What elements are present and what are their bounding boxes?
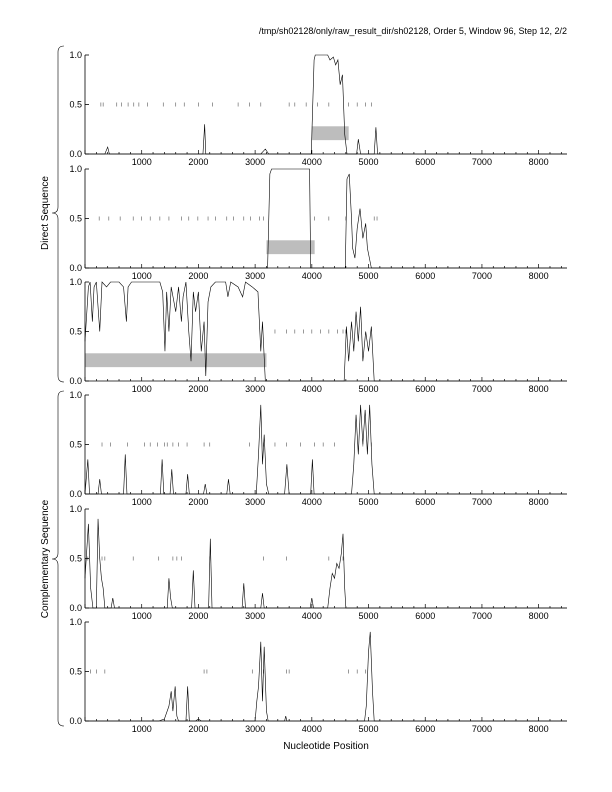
panel-complementary-frame-3: 0.0 0.5 1.0 1000 2000 3000 4000 5000 6000 7000 800… [69,617,567,734]
orf-box [266,240,315,255]
x-tick-label: 1000 [132,611,152,621]
x-tick-label: 2000 [188,271,208,281]
y-tick-label: 1.0 [69,50,82,60]
panel-complementary-frame-2: 0.0 0.5 1.0 1000 2000 3000 4000 5000 6000 7000 800… [69,504,567,621]
y-tick-label: 1.0 [69,277,82,287]
x-tick-label: 4000 [302,497,322,507]
y-tick-label: 0.5 [69,214,82,224]
x-tick-label: 1000 [132,157,152,167]
y-tick-label: 0.0 [69,716,82,726]
y-tick-label: 0.5 [69,327,82,337]
y-tick-label: 0.0 [69,149,82,159]
x-tick-label: 2000 [188,157,208,167]
x-tick-label: 5000 [359,271,379,281]
x-tick-label: 3000 [245,497,265,507]
x-tick-label: 5000 [359,384,379,394]
y-tick-label: 0.0 [69,376,82,386]
x-tick-label: 5000 [359,724,379,734]
x-tick-label: 4000 [302,611,322,621]
x-tick-label: 8000 [529,384,549,394]
x-tick-label: 1000 [132,724,152,734]
y-tick-label: 1.0 [69,504,82,514]
x-tick-label: 1000 [132,384,152,394]
x-tick-label: 7000 [472,384,492,394]
x-tick-label: 8000 [529,611,549,621]
x-tick-label: 7000 [472,157,492,167]
series-line [85,168,567,269]
orf-box [311,126,349,141]
x-tick-label: 3000 [245,157,265,167]
panel-direct-frame-1: 0.0 0.5 1.0 1000 2000 3000 4000 5000 6000 7000 800… [69,50,567,167]
direct-sequence-label: Direct Sequence [40,176,51,250]
x-tick-label: 4000 [302,271,322,281]
x-tick-label: 8000 [529,271,549,281]
x-tick-label: 2000 [188,497,208,507]
x-tick-label: 6000 [415,497,435,507]
series-line [84,404,567,495]
x-tick-label: 2000 [188,611,208,621]
y-tick-label: 1.0 [69,617,82,627]
x-tick-label: 6000 [415,611,435,621]
x-tick-label: 6000 [415,157,435,167]
series-line [84,518,567,609]
panel-direct-frame-3: 0.0 0.5 1.0 1000 2000 3000 4000 5000 6000 7000 800… [69,277,567,394]
x-tick-label: 3000 [245,384,265,394]
x-tick-label: 6000 [415,724,435,734]
x-tick-label: 4000 [302,384,322,394]
series-line [85,631,567,722]
x-tick-label: 7000 [472,611,492,621]
y-tick-label: 0.5 [69,554,82,564]
x-tick-label: 7000 [472,497,492,507]
y-tick-label: 0.0 [69,489,82,499]
x-tick-label: 4000 [302,157,322,167]
x-tick-label: 1000 [132,271,152,281]
y-tick-label: 1.0 [69,390,82,400]
x-tick-label: 4000 [302,724,322,734]
y-tick-label: 0.0 [69,263,82,273]
series-line [84,281,567,382]
series-line [85,54,567,155]
direct-brace [51,45,65,383]
x-tick-label: 1000 [132,497,152,507]
header-text: /tmp/sh02128/only/raw_result_dir/sh02128… [259,26,567,36]
y-tick-label: 0.5 [69,667,82,677]
x-tick-label: 2000 [188,724,208,734]
y-tick-label: 0.0 [69,603,82,613]
y-tick-label: 0.5 [69,440,82,450]
x-tick-label: 8000 [529,157,549,167]
x-tick-label: 6000 [415,271,435,281]
complementary-brace [51,390,65,727]
x-tick-label: 7000 [472,724,492,734]
x-tick-label: 8000 [529,724,549,734]
panels-group: 0.0 0.5 1.0 1000 2000 3000 4000 5000 6000 7000 800… [69,50,567,734]
x-tick-label: 2000 [188,384,208,394]
x-axis-label: Nucleotide Position [283,741,369,752]
x-tick-label: 5000 [359,611,379,621]
panel-complementary-frame-1: 0.0 0.5 1.0 1000 2000 3000 4000 5000 6000 7000 800… [69,390,567,507]
x-tick-label: 3000 [245,611,265,621]
orf-box [85,353,267,368]
x-tick-label: 5000 [359,157,379,167]
y-tick-label: 1.0 [69,164,82,174]
x-tick-label: 3000 [245,724,265,734]
x-tick-label: 6000 [415,384,435,394]
x-tick-label: 7000 [472,271,492,281]
x-tick-label: 3000 [245,271,265,281]
y-tick-label: 0.5 [69,100,82,110]
panel-direct-frame-2: 0.0 0.5 1.0 1000 2000 3000 4000 5000 6000 7000 800… [69,164,567,281]
complementary-sequence-label: Complementary Sequence [40,499,51,618]
x-tick-label: 5000 [359,497,379,507]
x-tick-label: 8000 [529,497,549,507]
